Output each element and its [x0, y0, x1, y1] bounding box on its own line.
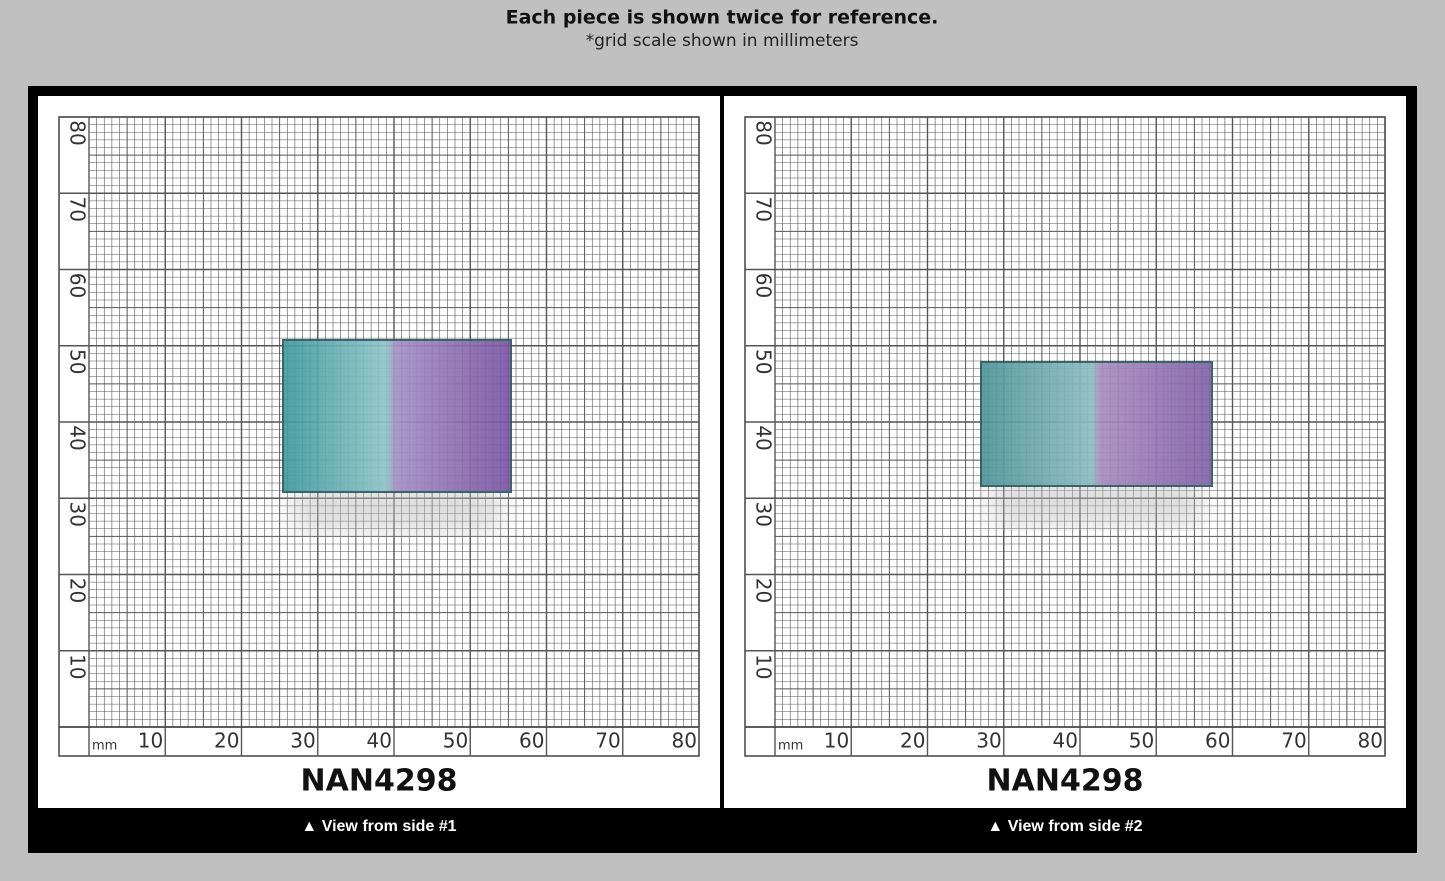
y-scale-label: 20 — [66, 578, 90, 603]
y-scale-label: 50 — [752, 349, 776, 374]
y-scale-label: 40 — [66, 425, 90, 450]
y-scale-label: 20 — [752, 578, 776, 603]
y-scale-label: 80 — [66, 120, 90, 145]
x-scale-label: 20 — [214, 729, 239, 753]
x-scale-label: 60 — [1205, 729, 1230, 753]
x-scale-label: 80 — [672, 729, 697, 753]
piece-photo — [980, 361, 1213, 487]
y-scale-label: 80 — [752, 120, 776, 145]
panel: mm 10 20 30 40 50 60 70 80 10 20 30 40 50 60 70 80 NAN429… — [724, 96, 1406, 835]
y-scale-label: 70 — [752, 197, 776, 222]
x-scale-label: 30 — [290, 729, 315, 753]
x-scale-label: 50 — [1129, 729, 1154, 753]
x-scale-label: 40 — [1053, 729, 1078, 753]
view-caption: ▲ View from side #2 — [987, 818, 1142, 835]
y-scale-label: 30 — [752, 502, 776, 527]
x-scale-label: 80 — [1358, 729, 1383, 753]
panel: mm 10 20 30 40 50 60 70 80 10 20 30 40 50 60 70 80 NAN429… — [38, 96, 720, 835]
y-scale-label: 60 — [66, 273, 90, 298]
grid-unit: mm — [92, 739, 117, 754]
x-scale-label: 70 — [595, 729, 620, 753]
y-scale-label: 10 — [66, 654, 90, 679]
y-scale-label: 60 — [752, 273, 776, 298]
y-scale-label: 70 — [66, 197, 90, 222]
x-scale-label: 40 — [367, 729, 392, 753]
product-id: NAN4298 — [301, 764, 458, 799]
product-id: NAN4298 — [987, 764, 1144, 799]
x-scale-label: 30 — [976, 729, 1001, 753]
y-scale-label: 50 — [66, 349, 90, 374]
y-scale-label: 30 — [66, 502, 90, 527]
grid-unit: mm — [778, 739, 803, 754]
x-scale-label: 10 — [138, 729, 163, 753]
x-scale-label: 50 — [443, 729, 468, 753]
view-caption: ▲ View from side #1 — [301, 818, 456, 835]
header-subtitle: *grid scale shown in millimeters — [586, 31, 859, 51]
y-scale-label: 10 — [752, 654, 776, 679]
x-scale-label: 70 — [1281, 729, 1306, 753]
piece-photo — [282, 339, 512, 493]
y-scale-label: 40 — [752, 425, 776, 450]
header-title: Each piece is shown twice for reference. — [506, 7, 939, 29]
x-scale-label: 20 — [900, 729, 925, 753]
x-scale-label: 10 — [824, 729, 849, 753]
x-scale-label: 60 — [519, 729, 544, 753]
